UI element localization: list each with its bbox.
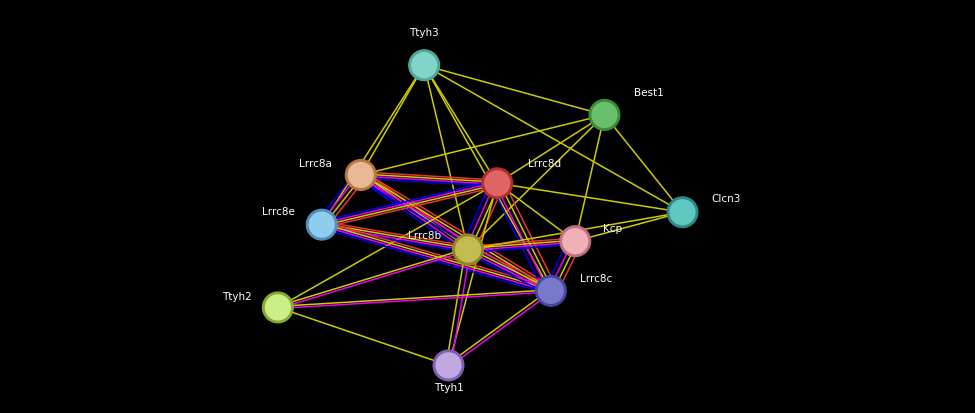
Text: Ttyh1: Ttyh1	[434, 382, 463, 392]
Ellipse shape	[485, 171, 510, 196]
Text: Kcp: Kcp	[603, 223, 622, 233]
Text: Lrrc8d: Lrrc8d	[528, 158, 562, 168]
Text: Lrrc8e: Lrrc8e	[261, 206, 294, 216]
Ellipse shape	[535, 276, 566, 306]
Text: Ttyh2: Ttyh2	[221, 292, 252, 301]
Ellipse shape	[452, 235, 484, 265]
Ellipse shape	[411, 54, 437, 78]
Ellipse shape	[589, 100, 620, 131]
Text: Lrrc8c: Lrrc8c	[580, 274, 612, 284]
Ellipse shape	[538, 279, 564, 304]
Ellipse shape	[455, 237, 481, 262]
Text: Ttyh3: Ttyh3	[410, 28, 439, 38]
Ellipse shape	[670, 200, 695, 225]
Ellipse shape	[345, 160, 376, 191]
Text: Lrrc8b: Lrrc8b	[408, 230, 441, 240]
Text: Clcn3: Clcn3	[712, 193, 741, 203]
Ellipse shape	[482, 169, 513, 199]
Ellipse shape	[262, 292, 293, 323]
Ellipse shape	[592, 103, 617, 128]
Ellipse shape	[433, 350, 464, 381]
Ellipse shape	[348, 163, 373, 188]
Ellipse shape	[265, 295, 291, 320]
Text: Best1: Best1	[634, 88, 664, 98]
Ellipse shape	[409, 51, 440, 81]
Ellipse shape	[436, 353, 461, 378]
Ellipse shape	[309, 213, 334, 237]
Ellipse shape	[306, 210, 337, 240]
Text: Lrrc8a: Lrrc8a	[298, 158, 332, 168]
Ellipse shape	[560, 226, 591, 257]
Ellipse shape	[667, 197, 698, 228]
Ellipse shape	[563, 229, 588, 254]
